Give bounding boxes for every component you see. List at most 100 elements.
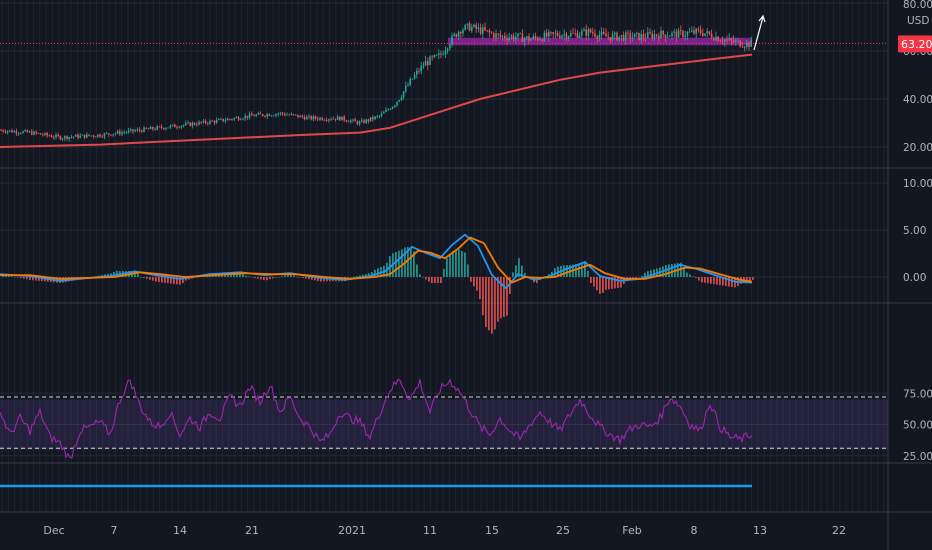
- candle-body: [336, 116, 339, 120]
- candle-body: [563, 34, 565, 36]
- candle-body: [237, 117, 240, 120]
- candle-body: [686, 32, 689, 36]
- macd-pane[interactable]: [0, 233, 754, 334]
- rsi-band: [0, 399, 888, 450]
- candle-body: [398, 99, 400, 102]
- candle-body: [77, 134, 79, 138]
- candle-body: [323, 119, 326, 121]
- histogram-bar: [602, 277, 604, 293]
- candle-body: [739, 40, 741, 47]
- histogram-bar: [254, 277, 256, 278]
- candle-body: [110, 134, 112, 136]
- candle-body: [400, 97, 403, 100]
- histogram-bar: [449, 254, 451, 277]
- candle-body: [715, 36, 717, 41]
- candle-body: [28, 131, 31, 133]
- histogram-bar: [671, 264, 673, 277]
- candle-body: [196, 124, 198, 126]
- candle-body: [512, 35, 515, 40]
- candle-body: [693, 30, 695, 34]
- candle-body: [334, 118, 337, 120]
- candle-body: [475, 24, 477, 29]
- histogram-bar: [233, 272, 235, 277]
- histogram-bar: [248, 276, 250, 278]
- histogram-bar: [422, 276, 424, 278]
- candle-body: [521, 33, 524, 42]
- histogram-bar: [17, 277, 19, 278]
- histogram-bar: [359, 275, 361, 277]
- arrow-up-icon: [753, 16, 764, 51]
- candle-body: [9, 130, 11, 132]
- histogram-bar: [578, 263, 580, 277]
- candle-body: [6, 131, 9, 133]
- candle-body: [297, 114, 299, 118]
- candle-body: [35, 131, 37, 134]
- time-axis[interactable]: Dec 7 14 21 2021 11 15 25 Feb 8 13 22: [43, 524, 846, 537]
- candle-body: [352, 119, 354, 121]
- candle-body: [510, 35, 513, 38]
- histogram-bar: [509, 277, 511, 295]
- candle-body: [664, 34, 667, 38]
- candle-body: [501, 36, 504, 37]
- candle-body: [449, 44, 451, 49]
- histogram-bar: [26, 277, 28, 280]
- candle-body: [121, 132, 123, 135]
- candle-body: [160, 126, 163, 128]
- candle-body: [435, 54, 438, 56]
- histogram-bar: [488, 277, 490, 331]
- candle-body: [464, 24, 466, 30]
- candle-body: [451, 35, 453, 45]
- candle-body: [587, 29, 590, 36]
- candle-body: [119, 131, 121, 135]
- last-price-tag[interactable]: [898, 35, 932, 53]
- candle-body: [627, 32, 629, 34]
- candle-body: [413, 74, 416, 79]
- histogram-bar: [707, 277, 709, 284]
- candle-body: [361, 120, 363, 122]
- candle-body: [372, 117, 374, 120]
- candle-body: [497, 33, 499, 35]
- histogram-bar: [362, 274, 364, 277]
- candle-body: [20, 133, 22, 134]
- candle-body: [380, 113, 383, 116]
- histogram-bar: [689, 274, 691, 277]
- histogram-bar: [149, 277, 151, 280]
- histogram-bar: [182, 277, 184, 284]
- candle-body: [567, 36, 570, 39]
- candle-body: [350, 120, 352, 122]
- price-pane[interactable]: [0, 14, 888, 148]
- candle-body: [418, 70, 420, 72]
- candle-body: [182, 125, 185, 126]
- candle-body: [281, 112, 284, 114]
- candle-body: [198, 121, 200, 125]
- candle-body: [411, 78, 414, 80]
- candle-body: [200, 121, 202, 123]
- histogram-bar: [398, 250, 400, 277]
- support-zone[interactable]: [448, 37, 752, 46]
- candle-body: [653, 34, 656, 39]
- candle-body: [255, 114, 257, 117]
- candle-body: [39, 133, 42, 135]
- candle-body: [242, 118, 244, 120]
- candle-body: [609, 36, 612, 41]
- histogram-bar: [197, 276, 199, 278]
- price-axis[interactable]: 80.0060.0040.0020.00USD63.2010.005.000.0…: [898, 0, 932, 463]
- candle-body: [130, 129, 132, 131]
- candle-body: [187, 122, 189, 124]
- histogram-bar: [308, 277, 310, 280]
- histogram-bar: [371, 272, 373, 277]
- candle-body: [724, 39, 726, 42]
- candle-body: [112, 134, 114, 136]
- histogram-bar: [32, 277, 34, 281]
- histogram-bar: [491, 277, 493, 334]
- histogram-bar: [23, 277, 25, 279]
- histogram-bar: [593, 277, 595, 287]
- candle-body: [295, 114, 297, 116]
- candle-body: [116, 131, 119, 134]
- candle-body: [123, 132, 125, 134]
- rsi-pane[interactable]: [0, 378, 888, 459]
- candle-body: [343, 116, 345, 121]
- candle-body: [167, 127, 169, 129]
